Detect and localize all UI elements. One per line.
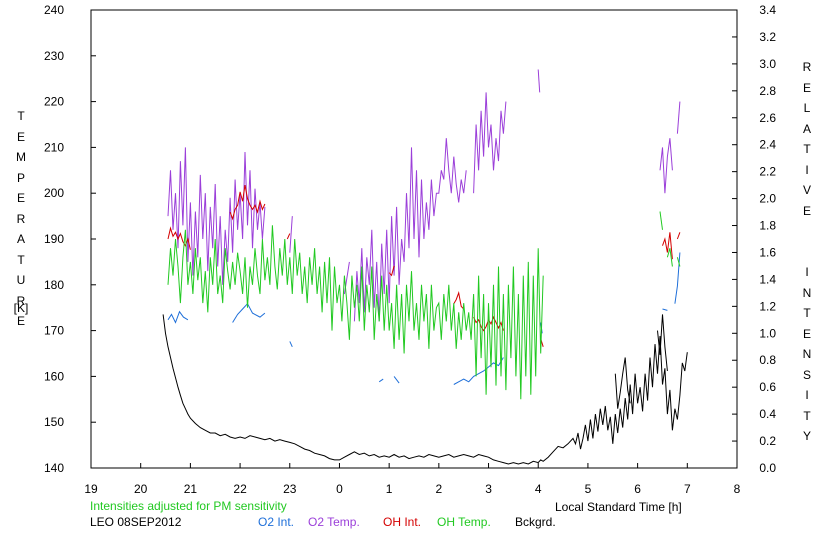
- x-tick-label: 23: [283, 482, 297, 496]
- right-tick-label: 0.8: [759, 353, 776, 367]
- series-line-oh-int: [229, 185, 266, 221]
- legend-entry: O2 Temp.: [308, 515, 360, 529]
- series-line-oh-temp: [659, 211, 663, 230]
- series-line-oh-int: [676, 232, 681, 240]
- series-layer: [162, 69, 688, 465]
- series-line-o2-temp: [659, 138, 673, 194]
- legend-entry: OH Temp.: [437, 515, 491, 529]
- left-tick-label: 180: [44, 278, 64, 292]
- series-line-o2-temp: [353, 138, 467, 322]
- x-tick-label: 5: [585, 482, 592, 496]
- series-line-o2-int: [232, 302, 266, 323]
- x-tick-label: 0: [336, 482, 343, 496]
- series-line-oh-int: [167, 226, 191, 250]
- right-tick-label: 3.4: [759, 3, 776, 17]
- right-tick-label: 1.0: [759, 326, 776, 340]
- series-line-oh-temp: [666, 248, 673, 267]
- legend-entry: OH Int.: [383, 515, 422, 529]
- series-line-o2-int: [393, 376, 400, 384]
- right-tick-label: 2.0: [759, 192, 776, 206]
- right-tick-label: 2.2: [759, 165, 776, 179]
- series-line-o2-int: [674, 252, 681, 304]
- series-line-o2-temp: [289, 216, 293, 253]
- x-tick-label: 19: [84, 482, 98, 496]
- series-line-oh-temp: [676, 257, 681, 267]
- x-tick-label: 6: [634, 482, 641, 496]
- series-line-o2-int: [167, 310, 189, 324]
- x-tick-label: 22: [233, 482, 247, 496]
- left-tick-label: 150: [44, 415, 64, 429]
- series-line-oh-int: [286, 233, 291, 240]
- axes: [90, 9, 738, 469]
- x-tick-label: 7: [684, 482, 691, 496]
- series-line-bckgrd: [657, 314, 668, 372]
- series-line-oh-temp: [167, 225, 544, 400]
- series-line-o2-temp: [676, 101, 681, 134]
- right-tick-label: 3.2: [759, 30, 776, 44]
- series-line-o2-temp: [167, 147, 266, 285]
- right-tick-label: 0.0: [759, 461, 776, 475]
- left-tick-label: 160: [44, 369, 64, 383]
- series-line-o2-temp: [537, 69, 541, 93]
- legend-entry: O2 Int.: [258, 515, 295, 529]
- left-tick-label: 170: [44, 324, 64, 338]
- series-line-bckgrd: [614, 357, 631, 409]
- right-tick-label: 1.6: [759, 245, 776, 259]
- right-tick-label: 1.2: [759, 299, 776, 313]
- series-line-o2-temp: [473, 92, 507, 194]
- left-tick-label: 220: [44, 95, 64, 109]
- series-line-o2-int: [378, 378, 384, 383]
- left-tick-label: 230: [44, 49, 64, 63]
- left-tick-label: 240: [44, 3, 64, 17]
- left-tick-label: 190: [44, 232, 64, 246]
- x-tick-label: 3: [485, 482, 492, 496]
- right-tick-label: 3.0: [759, 57, 776, 71]
- x-tick-label: 2: [436, 482, 443, 496]
- left-tick-label: 140: [44, 461, 64, 475]
- right-tick-label: 0.4: [759, 407, 776, 421]
- x-tick-label: 1: [386, 482, 393, 496]
- right-axis-label: R E L A T I V E I N T E N S I T Y: [802, 60, 812, 443]
- left-axis-unit: [K]: [13, 301, 29, 315]
- tick-labels: 1401501601701801902002102202302400.00.20…: [44, 3, 776, 496]
- right-tick-label: 2.4: [759, 138, 776, 152]
- left-tick-label: 210: [44, 140, 64, 154]
- series-line-o2-int: [662, 308, 668, 311]
- right-tick-label: 2.6: [759, 111, 776, 125]
- right-tick-label: 1.4: [759, 272, 776, 286]
- x-axis-label: Local Standard Time [h]: [555, 500, 682, 514]
- left-axis-label: T E M P E R A T U R E: [16, 109, 26, 328]
- legend-entry: Bckgrd.: [515, 515, 556, 529]
- right-tick-label: 2.8: [759, 84, 776, 98]
- series-line-oh-int: [453, 291, 465, 310]
- station-date: LEO 08SEP2012: [90, 515, 182, 529]
- chart-note: Intensities adjusted for PM sensitivity: [90, 499, 287, 513]
- x-tick-label: 4: [535, 482, 542, 496]
- right-tick-label: 0.2: [759, 434, 776, 448]
- x-tick-label: 20: [134, 482, 148, 496]
- series-line-oh-int: [388, 265, 395, 277]
- series-line-oh-int: [662, 232, 673, 260]
- series-line-bckgrd: [162, 314, 688, 465]
- x-tick-label: 8: [734, 482, 741, 496]
- right-tick-label: 1.8: [759, 219, 776, 233]
- x-tick-label: 21: [184, 482, 198, 496]
- left-tick-label: 200: [44, 186, 64, 200]
- series-line-o2-int: [289, 341, 293, 348]
- right-tick-label: 0.6: [759, 380, 776, 394]
